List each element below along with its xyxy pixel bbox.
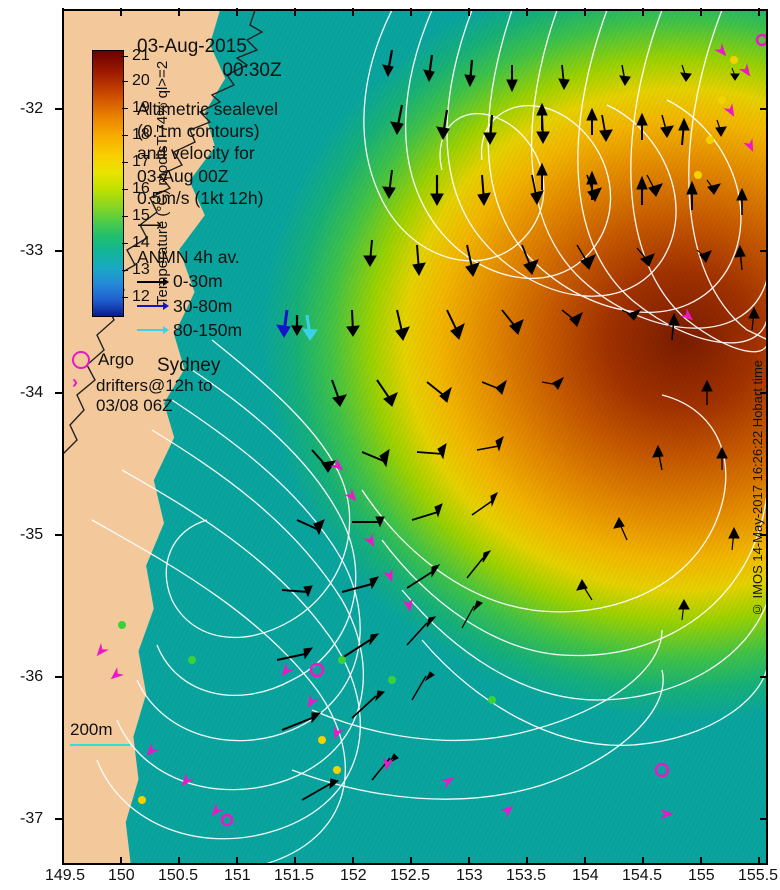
x-tick-152: 152: [340, 867, 367, 885]
colorbar-tick-17: 17: [132, 153, 150, 171]
x-tick-154: 154: [572, 867, 599, 885]
plot-border-bottom: [62, 863, 768, 865]
colorbar-tick-13: 13: [132, 261, 150, 279]
x-tick-153.5: 153.5: [506, 867, 546, 885]
root-container: Sydney 03-Aug-2015 00:30Z Altimetric sea…: [0, 0, 780, 890]
y-tick-34: -34: [20, 384, 43, 402]
argo-markers: [222, 35, 767, 825]
ocean-temperature-map: Sydney 03-Aug-2015 00:30Z Altimetric sea…: [62, 10, 768, 865]
green-quality-dots: [118, 621, 496, 704]
x-tick-155: 155: [688, 867, 715, 885]
colorbar-tick-18: 18: [132, 126, 150, 144]
x-tick-152.5: 152.5: [390, 867, 430, 885]
plot-border-top: [62, 9, 768, 11]
x-tick-151.5: 151.5: [274, 867, 314, 885]
colorbar-tick-15: 15: [132, 207, 150, 225]
colorbar-gradient: [92, 50, 124, 317]
drifter-trail-dots: [138, 56, 738, 804]
anmn-legend-label-2: 80-150m: [173, 319, 242, 341]
x-tick-153: 153: [456, 867, 483, 885]
colorbar-tick-16: 16: [132, 180, 150, 198]
x-tick-150: 150: [108, 867, 135, 885]
plot-border-left: [62, 9, 64, 865]
y-tick-35: -35: [20, 526, 43, 544]
colorbar-tick-21: 21: [132, 47, 150, 65]
y-tick-36: -36: [20, 668, 43, 686]
colorbar-tick-12: 12: [132, 288, 150, 306]
colorbar-tick-14: 14: [132, 234, 150, 252]
colorbar-container: Temperature (°C) modisT 74% ql>=2 21 20 …: [92, 50, 122, 315]
x-tick-149.5: 149.5: [45, 867, 85, 885]
colorbar-title: Temperature (°C) modisT 74% ql>=2: [154, 50, 172, 315]
velocity-arrow-80-150m: [303, 315, 317, 340]
colorbar-tick-20: 20: [132, 72, 150, 90]
velocity-arrow-30-80m: [277, 310, 290, 337]
image-credit-text: © IMOS 14-May-2017 16:26:22 Hobart time: [750, 360, 766, 617]
y-tick-32: -32: [20, 100, 43, 118]
y-tick-33: -33: [20, 242, 43, 260]
velocity-arrows-0-30m: [277, 50, 759, 800]
y-tick-37: -37: [20, 810, 43, 828]
x-tick-155.5: 155.5: [738, 867, 778, 885]
x-tick-151: 151: [224, 867, 251, 885]
colorbar-tick-19: 19: [132, 99, 150, 117]
x-tick-154.5: 154.5: [622, 867, 662, 885]
x-tick-150.5: 150.5: [158, 867, 198, 885]
plot-border-right: [766, 9, 768, 865]
